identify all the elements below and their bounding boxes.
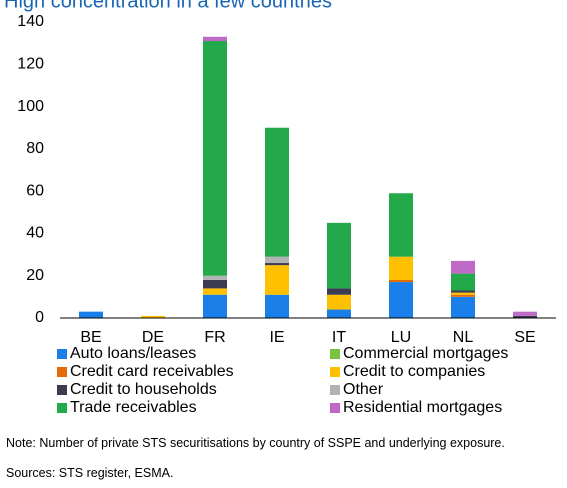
bar-segment xyxy=(513,315,537,318)
bar-segment xyxy=(451,292,475,295)
legend-label: Credit to companies xyxy=(343,363,485,380)
legend-label: Residential mortgages xyxy=(343,399,502,416)
legend-label: Other xyxy=(343,381,384,398)
bar-segment xyxy=(389,279,413,283)
x-tick-label: LU xyxy=(391,329,411,346)
legend-swatch xyxy=(57,385,67,395)
bar-segment xyxy=(451,260,475,274)
y-tick-label: 100 xyxy=(17,98,44,115)
bar-segment xyxy=(203,275,227,280)
legend-label: Commercial mortgages xyxy=(343,345,508,362)
y-tick-label: 40 xyxy=(26,225,44,242)
legend-swatch xyxy=(330,403,340,413)
legend-label: Trade receivables xyxy=(70,399,197,416)
x-tick-label: SE xyxy=(514,329,535,346)
bar-segment xyxy=(513,311,537,316)
bar-segment xyxy=(389,282,413,318)
bar-segment xyxy=(203,288,227,295)
bar-segment xyxy=(265,256,289,264)
legend-swatch xyxy=(330,367,340,377)
bar-segment xyxy=(265,265,289,295)
y-tick-label: 120 xyxy=(17,56,44,73)
legend-swatch xyxy=(57,403,67,413)
bar-segment xyxy=(389,256,413,280)
bar-segment xyxy=(203,294,227,318)
bar-segment xyxy=(451,294,475,297)
x-tick-label: DE xyxy=(142,329,164,346)
y-tick-label: 80 xyxy=(26,140,44,157)
legend-label: Credit card receivables xyxy=(70,363,234,380)
y-tick-label: 0 xyxy=(35,309,44,326)
bar-segment xyxy=(327,309,351,318)
bar-segment xyxy=(327,294,351,310)
bar-segment xyxy=(451,273,475,291)
bar-segment xyxy=(203,41,227,276)
bar-segment xyxy=(141,315,165,318)
legend-swatch xyxy=(330,385,340,395)
y-tick-label: 140 xyxy=(17,13,44,30)
x-tick-label: NL xyxy=(453,329,474,346)
x-tick-label: IE xyxy=(269,329,284,346)
bar-segment xyxy=(203,279,227,289)
legend-label: Credit to households xyxy=(70,381,217,398)
x-tick-label: BE xyxy=(80,329,101,346)
legend-swatch xyxy=(57,349,67,359)
bar-segment xyxy=(203,36,227,42)
bar-segment xyxy=(265,127,289,257)
bar-segment xyxy=(327,288,351,295)
legend-label: Auto loans/leases xyxy=(70,345,196,362)
bar-segment xyxy=(389,193,413,257)
y-tick-label: 20 xyxy=(26,267,44,284)
source: Sources: STS register, ESMA. xyxy=(6,466,174,480)
y-tick-label: 60 xyxy=(26,182,44,199)
bar-segment xyxy=(265,263,289,266)
note: Note: Number of private STS securitisati… xyxy=(6,436,505,450)
bar-segment xyxy=(79,311,103,318)
legend-swatch xyxy=(330,349,340,359)
legend-swatch xyxy=(57,367,67,377)
bar-segment xyxy=(265,294,289,318)
chart-title: High concentration in a few countries xyxy=(4,0,332,12)
x-tick-label: IT xyxy=(332,329,346,346)
chart: High concentration in a few countries 0 2… xyxy=(4,0,556,416)
x-tick-label: FR xyxy=(204,329,225,346)
bar-segment xyxy=(451,296,475,318)
bar-segment xyxy=(327,222,351,289)
bar-segment xyxy=(451,290,475,293)
